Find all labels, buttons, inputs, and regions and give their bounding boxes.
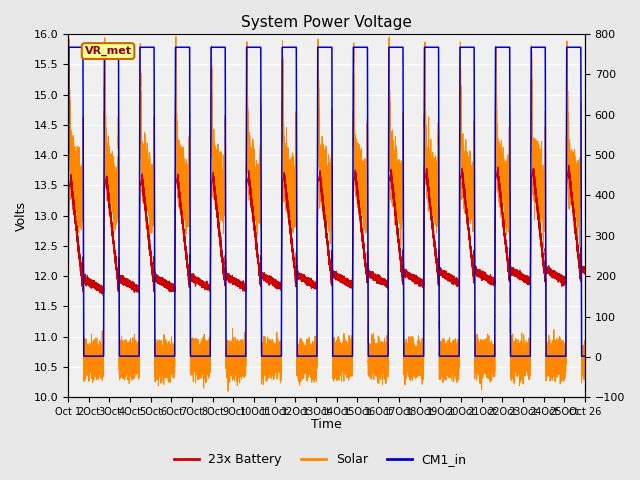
Legend: 23x Battery, Solar, CM1_in: 23x Battery, Solar, CM1_in [168,448,472,471]
X-axis label: Time: Time [311,419,342,432]
Text: VR_met: VR_met [84,46,132,56]
Title: System Power Voltage: System Power Voltage [241,15,412,30]
Y-axis label: Volts: Volts [15,201,28,230]
